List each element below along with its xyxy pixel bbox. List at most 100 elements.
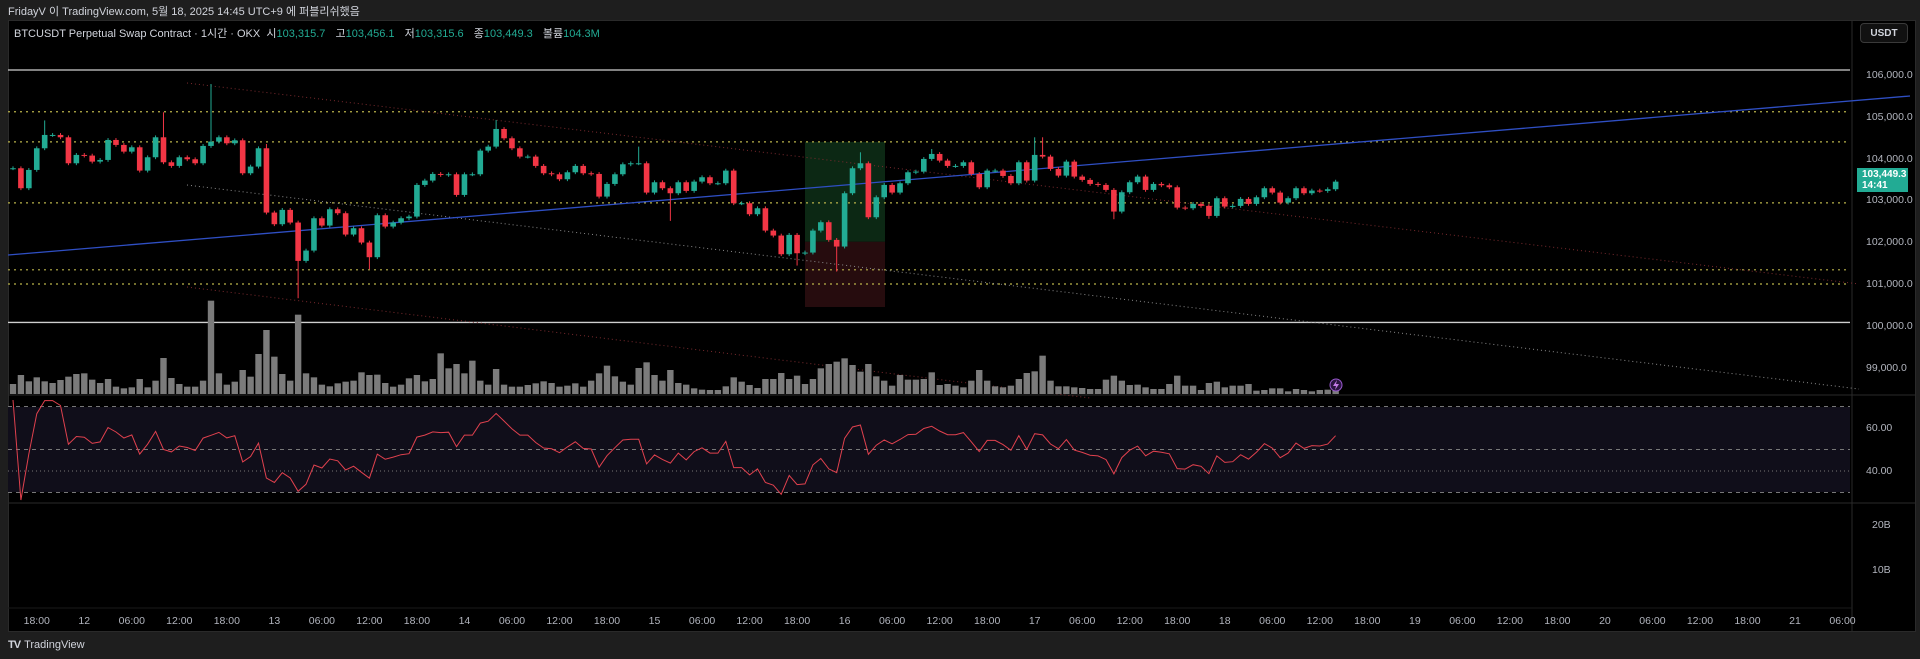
candle-body: [33, 148, 40, 170]
candle: [374, 213, 381, 260]
time-axis-label: 12:00: [736, 615, 763, 627]
brand-name[interactable]: TradingView: [24, 639, 85, 651]
volume-bar: [397, 384, 405, 394]
candle: [1309, 188, 1315, 196]
volume-bar: [873, 376, 880, 394]
volume-bar: [785, 379, 793, 394]
candle-body: [41, 134, 48, 149]
volume-bar: [1197, 390, 1205, 394]
volume-bar: [1142, 387, 1149, 394]
volume-bar: [1181, 385, 1189, 394]
volume-bar: [619, 381, 627, 394]
time-axis-label: 12:00: [1686, 615, 1714, 627]
candle-body: [176, 157, 183, 166]
candle-body: [525, 156, 531, 158]
candle-body: [374, 215, 381, 258]
symbol-title[interactable]: BTCUSDT Perpetual Swap Contract · 1시간 · …: [14, 28, 261, 40]
time-axis-label: 06:00: [1449, 615, 1476, 627]
volume-bar: [952, 385, 959, 394]
volume-bar: [477, 380, 484, 394]
candle: [485, 144, 491, 153]
volume-axis-label: 20B: [1872, 519, 1891, 531]
low-label: 저: [404, 28, 415, 40]
candle-body: [738, 203, 745, 205]
currency-button[interactable]: USDT: [1860, 23, 1908, 43]
candle-body: [152, 137, 159, 158]
last-price: 103,449.3: [1862, 169, 1907, 180]
candle-body: [224, 137, 230, 144]
volume-bar: [1047, 380, 1054, 394]
candle: [406, 214, 412, 221]
candle: [612, 172, 618, 186]
candle: [635, 146, 642, 166]
candle-body: [327, 209, 333, 226]
volume-bar: [1031, 371, 1038, 394]
candle: [1071, 159, 1078, 179]
volume-bar: [1229, 385, 1236, 394]
candle: [905, 170, 911, 186]
volume-bar: [223, 384, 231, 394]
time-axis-label: 06:00: [498, 615, 526, 627]
candle: [255, 146, 262, 169]
candle-body: [105, 139, 111, 160]
candle: [152, 135, 159, 160]
volume-bar: [429, 379, 436, 394]
candle-body: [1317, 190, 1323, 192]
volume-bar: [983, 380, 991, 394]
time-axis-label: 06:00: [1069, 615, 1096, 627]
candle: [469, 172, 476, 177]
channel-upper-line: [186, 82, 1860, 285]
volume-bar: [793, 375, 801, 394]
volume-bar: [81, 373, 88, 394]
candle: [873, 195, 880, 220]
volume-bar: [1094, 389, 1102, 394]
candle: [41, 120, 48, 151]
candle: [857, 152, 864, 171]
candle: [216, 135, 222, 144]
candle-body: [485, 146, 491, 151]
candle: [287, 208, 293, 225]
volume-bar: [857, 371, 864, 394]
candle-body: [73, 154, 80, 164]
candle-body: [200, 145, 206, 164]
candle: [358, 226, 365, 245]
candle-body: [271, 212, 278, 225]
candle-body: [382, 215, 389, 227]
candle-body: [1111, 189, 1117, 212]
candle-body: [1229, 205, 1236, 207]
last-price-badge: 103,449.3 14:41: [1857, 168, 1908, 192]
candle: [303, 248, 309, 263]
candle-body: [1190, 203, 1196, 209]
volume-bar: [366, 375, 373, 394]
volume-bar: [865, 364, 872, 394]
volume-bar: [556, 386, 563, 394]
candle-body: [754, 208, 761, 215]
candle: [1317, 188, 1323, 193]
volume-bar: [801, 384, 809, 394]
volume-bar: [342, 381, 349, 394]
volume-bar: [1150, 389, 1157, 394]
volume-bar: [920, 379, 927, 394]
high-label: 고: [335, 28, 346, 40]
time-axis-label: 12:00: [166, 615, 193, 627]
candle: [786, 233, 792, 257]
candle: [429, 172, 436, 183]
candle: [1103, 183, 1109, 192]
candle: [113, 138, 119, 147]
candle-body: [1103, 184, 1109, 190]
candle: [865, 161, 872, 220]
candle-body: [596, 173, 602, 197]
candle-body: [18, 168, 24, 189]
candle-body: [445, 174, 452, 176]
candle-body: [342, 213, 349, 235]
volume-bar: [1015, 379, 1023, 394]
volume-bar: [41, 381, 48, 394]
candle-body: [517, 148, 523, 157]
volume-bar: [120, 388, 128, 394]
candle-body: [287, 209, 293, 223]
volume-bar: [437, 353, 444, 394]
open-value: 103,315.7: [276, 28, 326, 40]
price-axis-label: 106,000.0: [1866, 69, 1913, 81]
candle-body: [366, 242, 373, 258]
